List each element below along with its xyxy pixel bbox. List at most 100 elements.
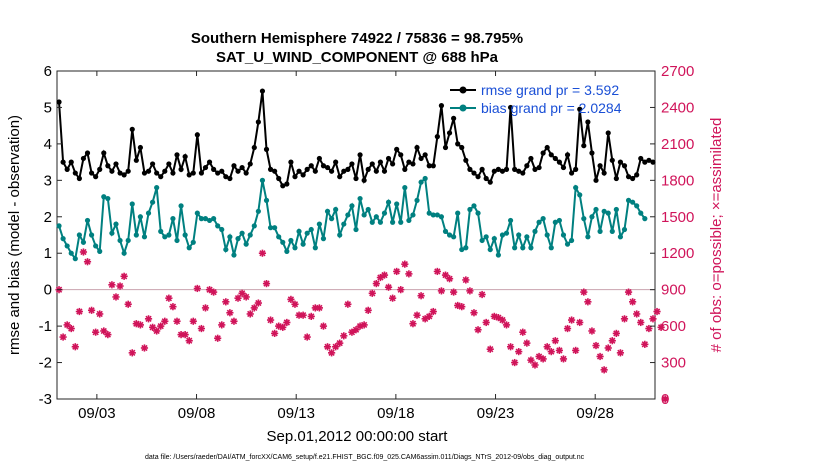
obs-marker-stroke: [68, 325, 75, 332]
obs-marker: [393, 267, 401, 276]
bias-point: [402, 185, 408, 191]
obs-marker-stroke: [442, 271, 449, 279]
obs-marker-stroke: [625, 288, 632, 296]
obs-marker: [340, 332, 348, 340]
obs-marker: [116, 282, 124, 290]
obs-marker-stroke: [190, 318, 197, 325]
obs-marker: [547, 348, 555, 356]
rmse-point: [524, 163, 530, 169]
obs-marker-stroke: [344, 301, 352, 308]
obs-marker-stroke: [100, 327, 107, 335]
obs-marker: [612, 329, 620, 337]
obs-marker-stroke: [438, 287, 445, 295]
y2-tick-label: 600: [661, 318, 686, 335]
obs-marker-stroke: [426, 313, 433, 320]
obs-marker-stroke: [539, 355, 547, 363]
obs-marker: [437, 287, 446, 295]
bias-point: [190, 239, 196, 245]
obs-marker: [222, 298, 230, 306]
bias-point: [121, 250, 127, 256]
obs-marker: [401, 260, 409, 268]
bias-point: [68, 250, 74, 256]
obs-marker: [372, 279, 380, 288]
bias-point: [64, 243, 70, 249]
obs-marker: [433, 267, 441, 276]
rmse-point: [145, 168, 152, 174]
obs-marker: [657, 323, 665, 331]
bias-point: [198, 216, 205, 222]
bias-point: [97, 248, 103, 254]
obs-marker-stroke: [320, 322, 327, 330]
rmse-point: [361, 177, 367, 183]
obs-marker-stroke: [267, 316, 274, 324]
chart-title-line1: Southern Hemisphere 74922 / 75836 = 98.7…: [191, 30, 523, 47]
bias-point: [255, 208, 261, 214]
bias-point: [280, 239, 286, 245]
obs-marker: [502, 321, 511, 329]
bias-point: [56, 223, 62, 229]
bias-point: [569, 237, 575, 244]
bias-point: [247, 232, 253, 238]
rmse-point: [479, 166, 485, 172]
obs-marker-stroke: [214, 335, 221, 342]
bias-point: [503, 230, 510, 236]
obs-marker: [75, 307, 83, 316]
bias-point: [158, 228, 164, 234]
rmse-point: [353, 175, 359, 182]
obs-marker-stroke: [141, 344, 148, 352]
bias-point: [430, 212, 436, 218]
obs-marker: [161, 317, 169, 325]
bias-point: [467, 206, 473, 213]
obs-marker-stroke: [369, 290, 376, 297]
obs-marker: [108, 281, 116, 289]
obs-marker-stroke: [108, 281, 116, 288]
rmse-point: [198, 170, 205, 176]
rmse-point: [296, 168, 302, 174]
rmse-point: [463, 157, 469, 163]
bias-point: [308, 226, 314, 233]
bias-point: [109, 230, 115, 236]
rmse-point: [475, 174, 481, 180]
obs-marker: [608, 337, 616, 345]
obs-marker-stroke: [125, 301, 132, 308]
bias-point: [422, 175, 428, 182]
obs-marker-stroke: [59, 333, 67, 341]
obs-marker: [511, 358, 519, 367]
rmse-point: [272, 168, 278, 174]
bias-point: [178, 203, 184, 209]
obs-marker: [645, 324, 653, 333]
bias-point: [446, 232, 453, 238]
obs-marker-stroke: [633, 310, 640, 318]
rmse-point: [471, 170, 477, 176]
obs-marker: [559, 355, 568, 363]
obs-marker-stroke: [181, 331, 189, 338]
x-axis: 09/03 09/08 09/13 09/18 09/23 09/28: [78, 71, 614, 422]
obs-marker-stroke: [194, 285, 201, 292]
obs-marker-stroke: [556, 347, 563, 354]
obs-marker: [506, 343, 515, 351]
bias-point: [133, 232, 139, 238]
rmse-point: [377, 159, 384, 165]
obs-marker-stroke: [112, 293, 120, 301]
chart-title-line2: SAT_U_WIND_COMPONENT @ 688 hPa: [216, 49, 499, 66]
obs-marker: [327, 349, 336, 357]
bias-point: [426, 210, 432, 216]
rmse-point: [418, 155, 424, 162]
bias-point: [536, 219, 542, 225]
obs-marker-stroke: [470, 309, 478, 316]
bias-point: [276, 234, 282, 240]
obs-marker: [629, 298, 637, 306]
obs-marker-stroke: [662, 395, 669, 403]
bias-point: [267, 225, 274, 231]
y-tick-label: 6: [44, 63, 52, 80]
rmse-point: [88, 170, 95, 176]
obs-marker-stroke: [503, 321, 510, 329]
bias-point: [162, 234, 168, 240]
rmse-point: [402, 166, 408, 172]
obs-marker-stroke: [393, 268, 400, 275]
rmse-point: [206, 159, 213, 165]
x-tick-label: 09/03: [78, 405, 116, 422]
obs-marker: [303, 333, 311, 341]
obs-marker: [157, 322, 165, 330]
bias-point: [381, 210, 388, 216]
